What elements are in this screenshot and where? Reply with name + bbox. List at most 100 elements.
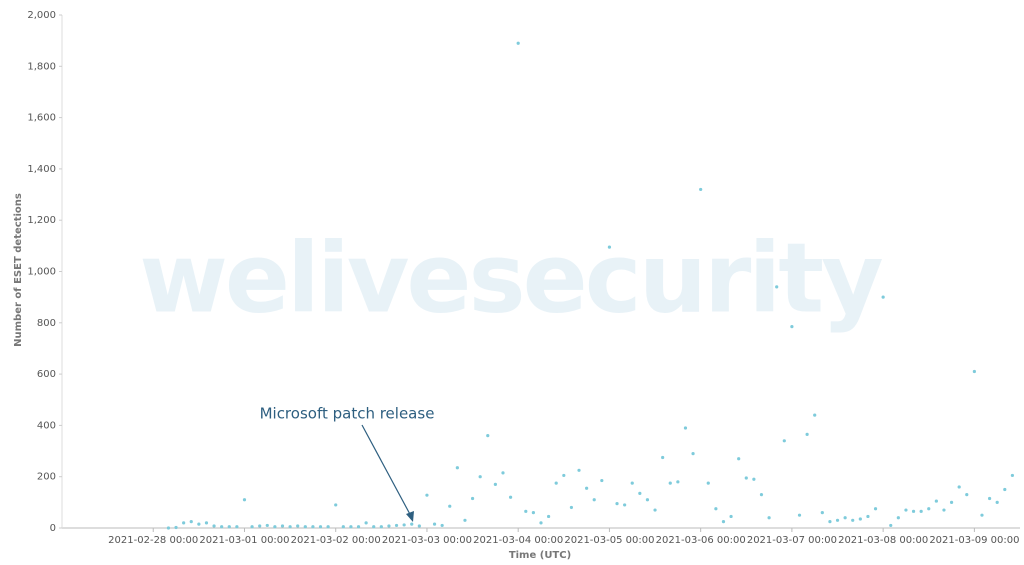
- data-point: [273, 525, 277, 529]
- x-tick-label: 2021-03-03 00:00: [382, 535, 472, 546]
- y-tick-label: 1,200: [27, 215, 56, 226]
- data-point: [1010, 473, 1014, 478]
- data-point: [691, 452, 695, 456]
- data-point: [873, 507, 878, 511]
- y-tick-label: 1,600: [27, 113, 56, 124]
- x-tick-label: 2021-03-02 00:00: [291, 535, 381, 546]
- x-axis-title: Time (UTC): [509, 550, 571, 561]
- data-point: [615, 502, 619, 506]
- data-point: [486, 434, 490, 438]
- data-point: [250, 525, 254, 529]
- data-point: [417, 524, 421, 528]
- annotation-arrowhead: [406, 511, 414, 522]
- data-point: [410, 522, 414, 526]
- y-axis-title: Number of ESET detections: [13, 193, 24, 347]
- data-point: [554, 481, 558, 485]
- data-point: [455, 466, 459, 470]
- data-point: [432, 522, 437, 526]
- data-point: [797, 513, 802, 517]
- x-tick-label: 2021-03-01 00:00: [199, 535, 289, 546]
- data-point: [623, 503, 627, 507]
- watermark: welivesecurity: [139, 222, 882, 334]
- y-tick-label: 200: [37, 472, 56, 483]
- data-point: [516, 41, 520, 45]
- data-point: [699, 187, 703, 192]
- x-tick-label: 2021-03-07 00:00: [747, 535, 837, 546]
- data-point: [227, 525, 231, 529]
- data-point: [851, 518, 855, 522]
- data-point: [782, 439, 786, 443]
- data-point: [288, 525, 292, 529]
- data-point: [524, 509, 528, 513]
- x-tick-label: 2021-03-05 00:00: [564, 535, 654, 546]
- data-point: [212, 524, 216, 528]
- y-tick-label: 800: [37, 318, 56, 329]
- data-point: [676, 480, 680, 484]
- y-tick-label: 600: [37, 369, 56, 380]
- data-point: [600, 478, 604, 483]
- data-point: [182, 521, 186, 525]
- data-point: [661, 455, 665, 460]
- data-point: [372, 525, 376, 529]
- data-point: [204, 521, 209, 525]
- annotation: Microsoft patch release: [260, 405, 435, 423]
- data-point: [493, 482, 497, 486]
- data-point: [607, 245, 612, 249]
- y-tick-label: 400: [37, 420, 56, 431]
- data-point: [980, 513, 984, 517]
- data-point: [189, 519, 193, 524]
- data-point: [326, 525, 330, 529]
- data-point: [311, 525, 315, 529]
- y-tick-label: 0: [50, 523, 56, 534]
- data-point: [569, 505, 574, 510]
- data-point: [341, 525, 345, 529]
- data-point: [592, 498, 596, 502]
- data-point: [174, 525, 178, 530]
- data-point: [364, 521, 368, 525]
- data-point: [539, 521, 543, 525]
- data-point: [775, 285, 779, 289]
- data-point: [759, 493, 764, 497]
- data-point: [911, 509, 916, 513]
- annotation-arrow: [361, 424, 413, 519]
- data-point: [934, 499, 938, 503]
- data-point: [866, 514, 870, 519]
- data-point: [858, 517, 862, 521]
- data-point: [790, 325, 794, 329]
- data-point: [425, 493, 429, 497]
- data-point: [942, 508, 946, 512]
- y-tick-label: 2,000: [27, 10, 56, 21]
- data-point: [220, 525, 224, 529]
- data-point: [645, 498, 650, 502]
- data-point: [547, 514, 551, 519]
- data-point: [919, 509, 923, 513]
- data-point: [972, 369, 976, 374]
- data-point: [820, 511, 824, 515]
- data-point: [843, 516, 847, 520]
- data-point: [265, 523, 269, 528]
- data-point: [501, 471, 505, 475]
- data-point: [531, 511, 535, 515]
- data-point: [387, 524, 391, 528]
- data-point: [470, 496, 475, 501]
- data-point: [828, 519, 832, 524]
- data-point: [440, 523, 444, 528]
- data-point: [508, 495, 513, 499]
- data-point: [379, 525, 383, 529]
- data-point: [835, 518, 840, 522]
- data-point: [318, 525, 323, 529]
- data-point: [653, 508, 657, 512]
- data-point: [706, 481, 710, 485]
- x-tick-label: 2021-02-28 00:00: [108, 535, 198, 546]
- data-point: [965, 493, 969, 497]
- data-point: [889, 523, 893, 528]
- data-point: [166, 526, 171, 530]
- x-tick-label: 2021-03-06 00:00: [656, 535, 746, 546]
- data-point: [448, 504, 452, 508]
- data-point: [296, 524, 300, 528]
- data-point: [1003, 487, 1007, 492]
- data-point: [767, 516, 771, 520]
- data-point: [280, 524, 285, 528]
- data-point: [957, 485, 961, 489]
- data-point: [235, 525, 239, 529]
